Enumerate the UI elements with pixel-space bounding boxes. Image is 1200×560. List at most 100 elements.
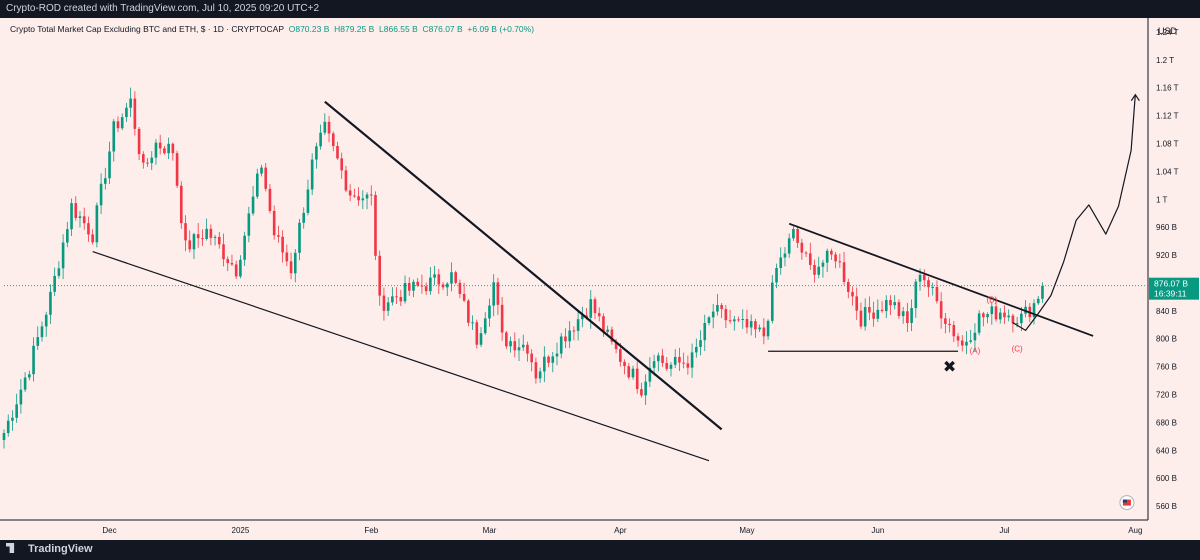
candle-body (391, 296, 394, 303)
candle-body (673, 356, 677, 365)
candle-body (652, 361, 656, 368)
candle-body (424, 286, 428, 292)
candle-body (720, 304, 723, 310)
currency-unit[interactable]: USD (1158, 26, 1178, 36)
candle-body (340, 158, 344, 171)
candle-body (657, 355, 660, 362)
candle-body (133, 98, 137, 129)
candle-body (369, 194, 373, 196)
candle-body (264, 167, 268, 189)
candle-body (382, 295, 386, 311)
candle-body (619, 349, 622, 362)
candle-body (517, 347, 521, 351)
candle-body (939, 301, 943, 319)
flag-canton-icon (1122, 499, 1127, 503)
candle-body (403, 283, 407, 302)
candle-body (728, 320, 732, 322)
low-value: L866.55 B (379, 24, 418, 34)
candle-body (1011, 315, 1015, 324)
time-tick-label: Dec (102, 526, 116, 535)
candle-body (361, 198, 365, 201)
candle-body (310, 159, 314, 190)
candle-body (125, 107, 128, 118)
candle-body (813, 264, 816, 275)
candle-body (120, 117, 124, 129)
top-bar: Crypto-ROD created with TradingView.com,… (0, 0, 1200, 18)
candle-body (458, 282, 462, 294)
candle-body (581, 315, 584, 320)
candle-body (754, 321, 757, 330)
candle-body (163, 148, 166, 154)
candle-body (762, 327, 766, 337)
candle-body (154, 142, 158, 158)
time-tick-label: Mar (483, 526, 497, 535)
candle-body (82, 216, 86, 224)
candle-body (538, 371, 542, 379)
candle-body (593, 299, 597, 314)
candle-body (1020, 313, 1023, 324)
candle-body (521, 344, 525, 348)
candle-body (787, 238, 791, 254)
candle-body (234, 264, 238, 277)
projection-path (1012, 94, 1136, 331)
candle-body (471, 322, 474, 324)
candle-body (872, 312, 875, 319)
candle-body (399, 296, 403, 302)
candle-body (800, 242, 804, 253)
candle-body (188, 240, 192, 250)
candle-body (998, 312, 1002, 320)
tradingview-logo[interactable]: TradingView (6, 543, 93, 555)
candle-body (602, 316, 605, 332)
candle-body (863, 306, 867, 327)
candle-body (922, 274, 926, 281)
candle-body (982, 313, 985, 318)
candle-body (707, 317, 711, 323)
candle-body (703, 322, 707, 341)
candle-body (631, 368, 635, 378)
candle-body (378, 255, 382, 296)
candle-body (732, 319, 736, 322)
chart-area[interactable]: 1.24 T 1.2 T 1.16 T 1.12 T 1.08 T 1.04 T 1 T 96… (0, 18, 1200, 540)
trend-line (324, 100, 723, 431)
candle-body (70, 203, 73, 230)
price-tick-label: 640 B (1156, 446, 1177, 455)
candle-body (205, 228, 208, 239)
candle-body (146, 162, 149, 164)
candle-body (2, 433, 6, 440)
candle-body (505, 332, 508, 347)
price-tick-label: 1.04 T (1156, 167, 1179, 176)
symbol-title: Crypto Total Market Cap Excluding BTC an… (10, 24, 284, 34)
candle-body (686, 363, 690, 368)
candle-body (239, 259, 242, 277)
candle-body (150, 157, 154, 164)
price-tick-label: 960 B (1156, 223, 1177, 232)
candle-body (804, 252, 808, 254)
time-tick-label: 2025 (232, 526, 250, 535)
candle-body (441, 284, 445, 288)
candle-body (323, 121, 327, 133)
candle-body (298, 222, 301, 253)
chart-svg: 1.24 T 1.2 T 1.16 T 1.12 T 1.08 T 1.04 T 1 T 96… (0, 18, 1199, 535)
candle-body (285, 252, 289, 262)
candle-body (927, 280, 930, 288)
candle-body (838, 261, 842, 263)
candle-body (496, 282, 500, 305)
candle-body (247, 213, 251, 236)
current-price-label: 876.07 B (1154, 279, 1188, 289)
candle-body (944, 318, 947, 324)
candle-body (526, 344, 529, 354)
candle-body (492, 282, 495, 306)
time-tick-label: May (739, 526, 754, 535)
time-tick-label: Jun (871, 526, 884, 535)
candle-body (268, 188, 272, 211)
price-tick-label: 920 B (1156, 251, 1177, 260)
candle-body (319, 132, 322, 147)
price-tick-label: 760 B (1156, 363, 1177, 372)
candle-body (226, 259, 230, 264)
candle-body (28, 374, 31, 378)
price-tick-label: 800 B (1156, 335, 1177, 344)
candle-body (222, 244, 225, 260)
candle-body (986, 314, 989, 318)
candle-body (209, 228, 213, 238)
candle-body (40, 326, 44, 338)
